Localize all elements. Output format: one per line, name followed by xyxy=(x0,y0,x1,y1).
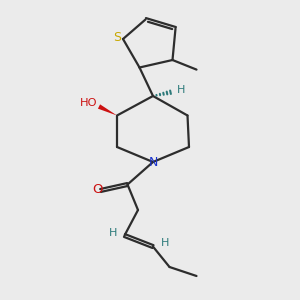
Polygon shape xyxy=(98,104,117,116)
Text: H: H xyxy=(109,228,117,238)
Text: H: H xyxy=(177,85,186,95)
Text: HO: HO xyxy=(80,98,97,108)
Text: N: N xyxy=(148,155,158,169)
Text: O: O xyxy=(92,183,103,196)
Text: H: H xyxy=(161,238,169,248)
Text: S: S xyxy=(113,31,121,44)
